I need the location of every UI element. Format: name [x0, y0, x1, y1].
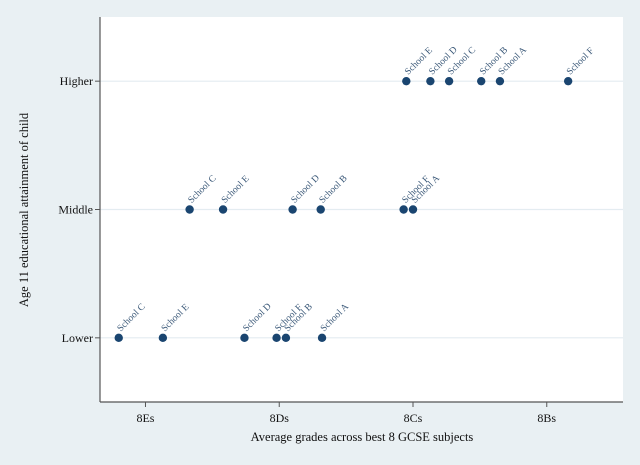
data-point	[272, 333, 281, 343]
data-point	[316, 205, 325, 214]
data-point	[408, 205, 418, 214]
data-point	[185, 205, 194, 214]
data-point	[288, 205, 297, 214]
data-point	[158, 333, 168, 343]
y-tick-label: Middle	[58, 203, 93, 217]
x-tick-label: 8Bs	[537, 411, 556, 425]
data-point	[477, 76, 486, 86]
data-point	[563, 76, 573, 86]
x-tick-label: 8Ds	[270, 411, 290, 425]
y-tick-label: Higher	[60, 74, 93, 88]
data-point	[240, 333, 249, 343]
data-point	[444, 76, 454, 86]
x-tick-label: 8Cs	[404, 411, 423, 425]
data-point	[281, 333, 291, 343]
data-point	[495, 76, 505, 86]
y-axis-title: Age 11 educational attainment of child	[17, 112, 31, 307]
x-axis-title: Average grades across best 8 GCSE subjec…	[251, 430, 474, 444]
data-point	[402, 76, 411, 86]
data-point	[426, 76, 435, 86]
y-tick-label: Lower	[62, 331, 93, 345]
data-point	[317, 333, 327, 343]
data-point	[218, 205, 228, 214]
x-tick-label: 8Es	[136, 411, 154, 425]
data-point	[399, 205, 408, 214]
axes: Lower Middle Higher 8Es 8Ds 8Cs 8Bs	[58, 17, 623, 425]
data-point	[114, 333, 123, 343]
